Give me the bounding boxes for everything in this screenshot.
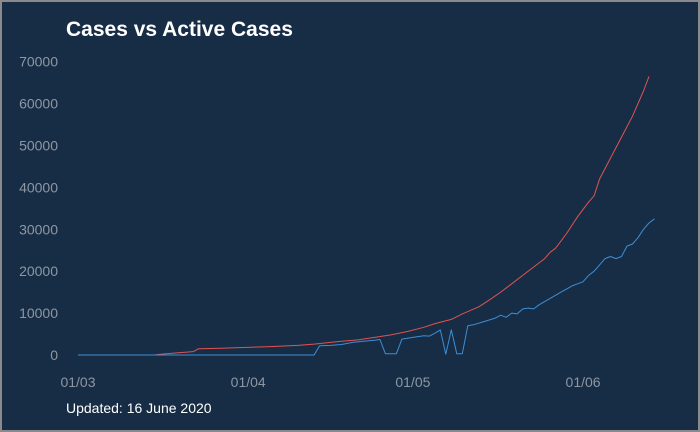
- updated-note: Updated: 16 June 2020: [66, 400, 212, 416]
- y-tick-label: 60000: [19, 96, 58, 112]
- x-tick-label: 01/03: [60, 374, 95, 390]
- x-tick-label: 01/05: [395, 374, 430, 390]
- y-tick-label: 30000: [19, 221, 58, 237]
- y-tick-label: 0: [50, 347, 58, 363]
- series-line-0: [78, 76, 650, 356]
- y-tick-label: 50000: [19, 138, 58, 154]
- x-tick-label: 01/04: [231, 374, 266, 390]
- x-tick-label: 01/06: [566, 374, 601, 390]
- y-tick-label: 10000: [19, 305, 58, 321]
- y-tick-label: 40000: [19, 179, 58, 195]
- y-tick-label: 70000: [19, 54, 58, 70]
- chart-title: Cases vs Active Cases: [66, 18, 293, 41]
- series-line-1: [78, 218, 655, 356]
- y-tick-label: 20000: [19, 263, 58, 279]
